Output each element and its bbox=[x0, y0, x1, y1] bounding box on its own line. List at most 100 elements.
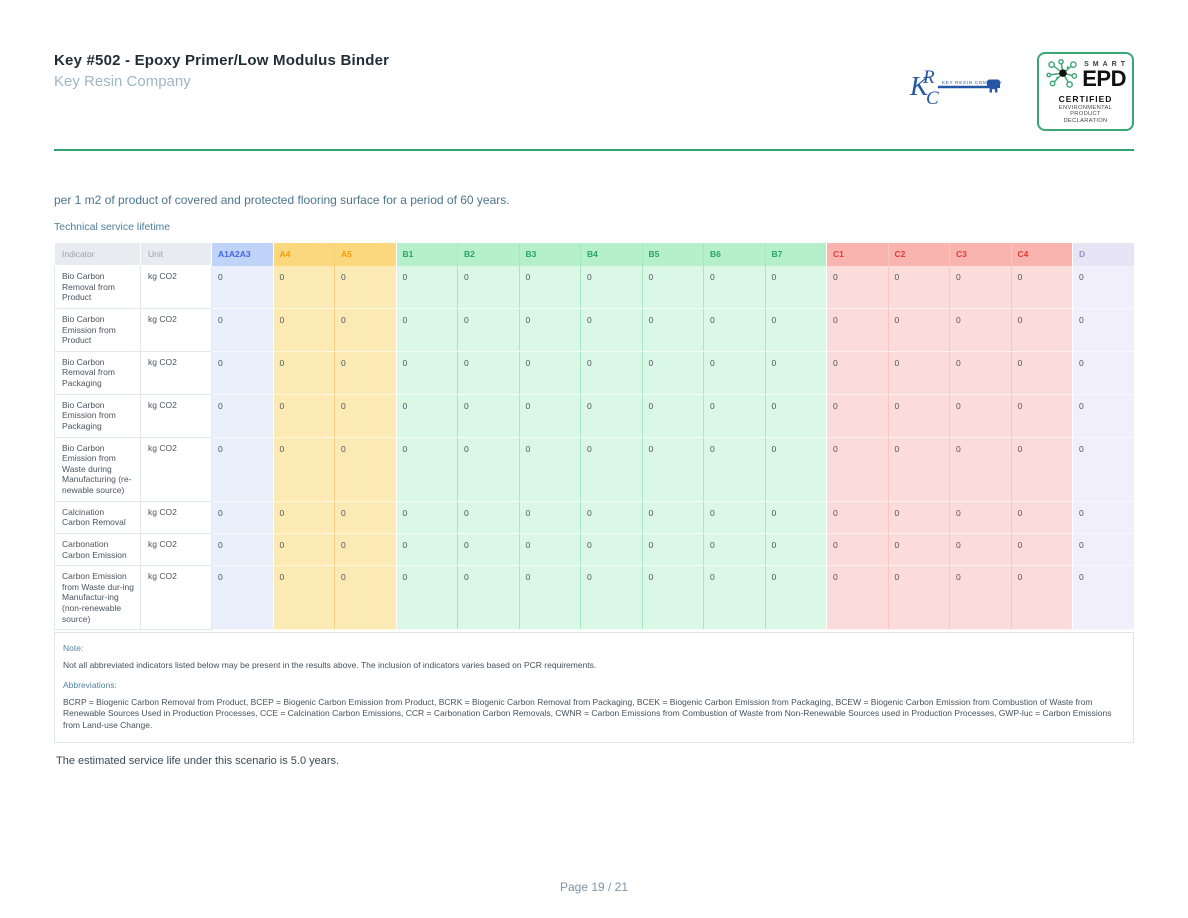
value-cell-d: 0 bbox=[1072, 308, 1134, 352]
stage-column-header-b2: B2 bbox=[457, 242, 519, 266]
value-cell-b5: 0 bbox=[641, 437, 704, 502]
value-cell-c1: 0 bbox=[826, 308, 888, 352]
stage-column-header-d: D bbox=[1072, 242, 1134, 266]
indicator-cell: Bio Carbon Removal from Product bbox=[54, 265, 141, 309]
unit-cell: kg CO2 bbox=[140, 500, 212, 534]
value-cell-c1: 0 bbox=[826, 565, 888, 631]
value-cell-a5: 0 bbox=[334, 501, 396, 534]
header-titles: Key #502 - Epoxy Primer/Low Modulus Bind… bbox=[54, 52, 389, 90]
value-cell-a1a2a3: 0 bbox=[211, 501, 273, 534]
value-cell-a4: 0 bbox=[272, 565, 335, 631]
stage-column-header-c2: C2 bbox=[887, 242, 950, 266]
value-cell-a5: 0 bbox=[334, 437, 396, 502]
abbreviations-text: BCRP = Biogenic Carbon Removal from Prod… bbox=[63, 696, 1112, 730]
table-row: Carbonation Carbon Emission kg CO2 0 0 0 0 0 0 0… bbox=[54, 532, 1134, 567]
value-cell-c4: 0 bbox=[1010, 437, 1073, 502]
value-cell-a4: 0 bbox=[272, 351, 335, 395]
epd-top-row: SMART EPD bbox=[1045, 58, 1127, 92]
value-cell-b1: 0 bbox=[395, 394, 458, 438]
svg-text:K: K bbox=[909, 71, 930, 101]
stage-column-header-c4: C4 bbox=[1010, 242, 1073, 266]
stage-column-header-a5: A5 bbox=[334, 242, 396, 266]
unit-cell: kg CO2 bbox=[140, 565, 212, 631]
value-cell-b2: 0 bbox=[457, 265, 519, 309]
svg-text:R: R bbox=[922, 67, 935, 88]
value-cell-d: 0 bbox=[1072, 501, 1134, 534]
krc-key-icon: K R C Key Resin Company bbox=[909, 67, 1003, 109]
value-cell-c2: 0 bbox=[887, 533, 950, 567]
value-cell-a5: 0 bbox=[334, 394, 396, 438]
value-cell-b5: 0 bbox=[641, 265, 704, 309]
value-cell-d: 0 bbox=[1072, 437, 1134, 502]
value-cell-b1: 0 bbox=[395, 437, 458, 502]
page-title: Key #502 - Epoxy Primer/Low Modulus Bind… bbox=[54, 52, 390, 69]
value-cell-b3: 0 bbox=[518, 437, 581, 502]
value-cell-b7: 0 bbox=[764, 351, 827, 395]
molecule-icon bbox=[1046, 58, 1078, 88]
value-cell-d: 0 bbox=[1072, 351, 1134, 395]
value-cell-b6: 0 bbox=[703, 533, 765, 567]
value-cell-c2: 0 bbox=[887, 308, 950, 352]
table-header-row: Indicator Unit A1A2A3 A4 A5 B1 B2 B3 B4 B5 B6 B7 C1 C… bbox=[54, 242, 1134, 266]
value-cell-b2: 0 bbox=[457, 533, 519, 567]
unit-cell: kg CO2 bbox=[140, 265, 212, 309]
value-cell-a1a2a3: 0 bbox=[211, 533, 273, 567]
value-cell-b3: 0 bbox=[518, 351, 581, 395]
stage-column-header-a1a2a3: A1A2A3 bbox=[211, 242, 273, 266]
epd-wordmark: SMART EPD bbox=[1081, 61, 1126, 90]
value-cell-b6: 0 bbox=[703, 501, 765, 534]
value-cell-c4: 0 bbox=[1010, 351, 1073, 395]
smart-epd-certified-badge: SMART EPD CERTIFIED ENVIRONMENTAL PRODUC… bbox=[1037, 52, 1134, 131]
value-cell-c1: 0 bbox=[826, 533, 888, 567]
value-cell-c4: 0 bbox=[1010, 501, 1073, 534]
value-cell-b7: 0 bbox=[764, 437, 827, 502]
table-row: Calcination Carbon Removal kg CO2 0 0 0 0 0 0 0 0… bbox=[54, 500, 1134, 534]
value-cell-c2: 0 bbox=[887, 437, 950, 502]
value-cell-b4: 0 bbox=[580, 394, 642, 438]
value-cell-b4: 0 bbox=[580, 351, 642, 395]
value-cell-c2: 0 bbox=[887, 265, 950, 309]
value-cell-c2: 0 bbox=[887, 565, 950, 631]
value-cell-c2: 0 bbox=[887, 394, 950, 438]
value-cell-b7: 0 bbox=[764, 533, 827, 567]
value-cell-b4: 0 bbox=[580, 565, 642, 631]
krc-logo: K R C Key Resin Company bbox=[909, 64, 1005, 113]
value-cell-b1: 0 bbox=[395, 351, 458, 395]
epd-label: EPD bbox=[1082, 65, 1126, 91]
value-cell-c1: 0 bbox=[826, 437, 888, 502]
value-cell-a1a2a3: 0 bbox=[211, 394, 273, 438]
stage-column-header-b5: B5 bbox=[641, 242, 704, 266]
header-divider bbox=[54, 149, 1134, 151]
value-cell-a5: 0 bbox=[334, 565, 396, 631]
value-cell-a1a2a3: 0 bbox=[211, 265, 273, 309]
value-cell-b6: 0 bbox=[703, 437, 765, 502]
table-row: Bio Carbon Emission from Packaging kg CO2… bbox=[54, 393, 1134, 438]
value-cell-b1: 0 bbox=[395, 501, 458, 534]
svg-text:Key Resin Company: Key Resin Company bbox=[942, 80, 1003, 85]
value-cell-a5: 0 bbox=[334, 351, 396, 395]
value-cell-d: 0 bbox=[1072, 394, 1134, 438]
value-cell-a4: 0 bbox=[272, 265, 335, 309]
unit-cell: kg CO2 bbox=[140, 393, 212, 438]
value-cell-c4: 0 bbox=[1010, 394, 1073, 438]
value-cell-c4: 0 bbox=[1010, 533, 1073, 567]
unit-column-header: Unit bbox=[140, 242, 212, 266]
value-cell-b5: 0 bbox=[641, 565, 704, 631]
value-cell-a4: 0 bbox=[272, 394, 335, 438]
section-heading: Technical service lifetime bbox=[54, 221, 171, 233]
value-cell-b1: 0 bbox=[395, 265, 458, 309]
stage-column-header-b3: B3 bbox=[518, 242, 581, 266]
table-row: Bio Carbon Removal from Packaging kg CO2 0… bbox=[54, 350, 1134, 395]
value-cell-a4: 0 bbox=[272, 533, 335, 567]
stage-column-header-b6: B6 bbox=[703, 242, 765, 266]
indicator-cell: Calcination Carbon Removal bbox=[54, 500, 141, 534]
notes-box: Note: Not all abbreviated indicators lis… bbox=[54, 632, 1134, 744]
value-cell-c1: 0 bbox=[826, 265, 888, 309]
value-cell-a1a2a3: 0 bbox=[211, 437, 273, 502]
unit-cell: kg CO2 bbox=[140, 532, 212, 567]
value-cell-b5: 0 bbox=[641, 501, 704, 534]
functional-unit-text: per 1 m2 of product of covered and prote… bbox=[54, 193, 510, 207]
value-cell-b4: 0 bbox=[580, 308, 642, 352]
table-row: Bio Carbon Removal from Product kg CO2 0 0 0… bbox=[54, 265, 1134, 309]
